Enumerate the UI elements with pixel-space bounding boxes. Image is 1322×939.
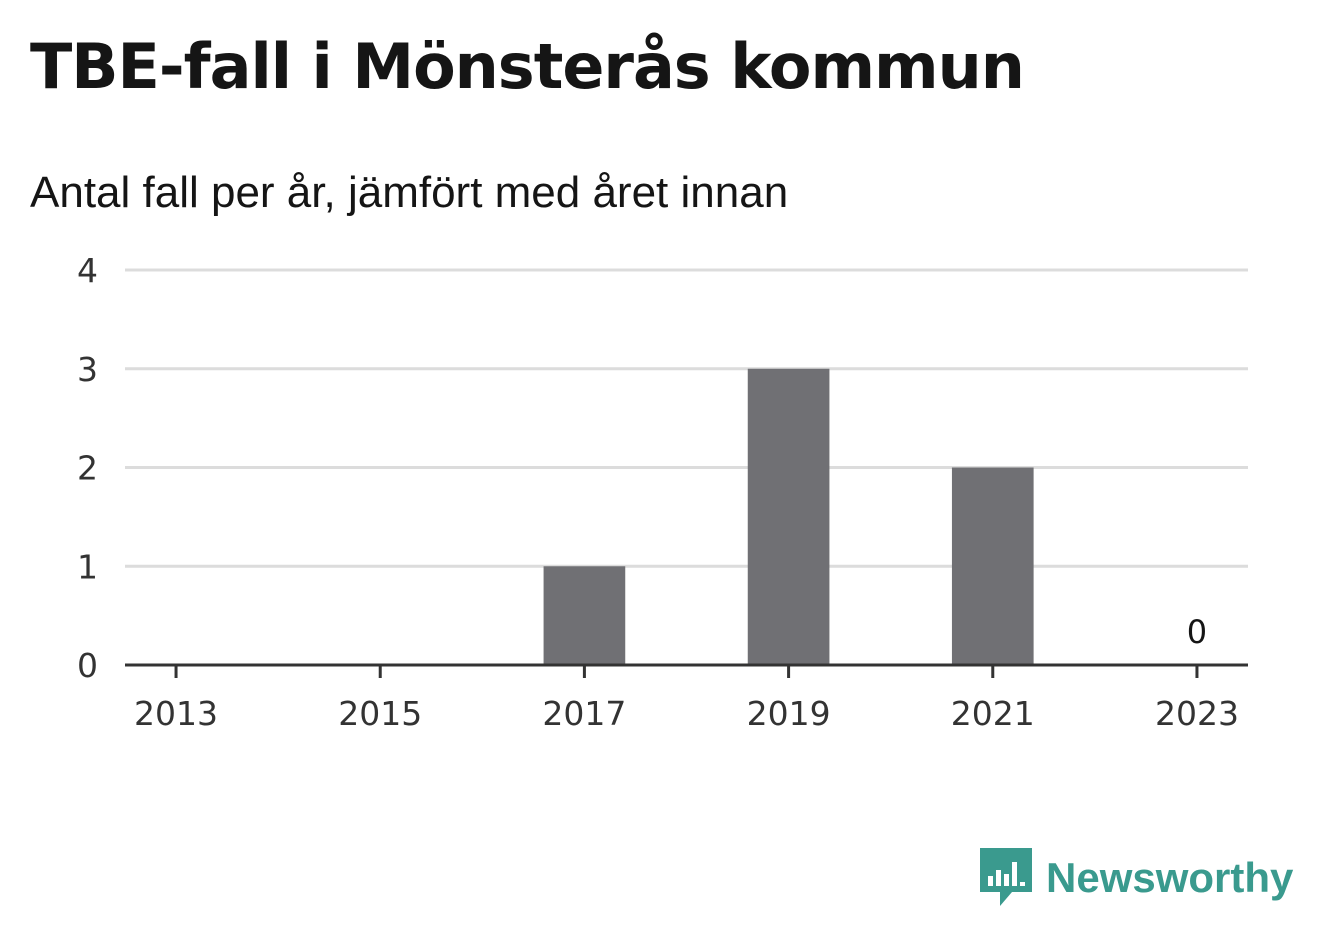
bars [543, 368, 1034, 665]
data-labels: 0 [1187, 613, 1207, 651]
data-label-2023: 0 [1187, 613, 1207, 651]
y-tick-label: 2 [77, 449, 98, 488]
y-tick-labels: 0 1 2 3 4 [77, 251, 98, 685]
brand-name: Newsworthy [1046, 854, 1294, 901]
x-tick-label: 2013 [134, 694, 218, 733]
newsworthy-logo-icon [980, 848, 1032, 906]
x-tick-label: 2023 [1155, 694, 1239, 733]
chart-title: TBE-fall i Mönsterås kommun [30, 30, 1025, 103]
newsworthy-logo: Newsworthy [980, 848, 1293, 908]
gridlines [125, 268, 1248, 568]
x-tick-label: 2015 [338, 694, 422, 733]
y-tick-label: 0 [77, 646, 98, 685]
y-tick-label: 4 [77, 251, 98, 290]
x-tick-label: 2021 [951, 694, 1035, 733]
x-tick-label: 2017 [542, 694, 626, 733]
bar-2017 [543, 566, 626, 665]
chart-subtitle: Antal fall per år, jämfört med året inna… [30, 168, 789, 217]
x-axis [125, 663, 1248, 678]
y-tick-label: 1 [77, 547, 98, 586]
x-tick-labels: 2013 2015 2017 2019 2021 2023 [134, 694, 1239, 733]
x-tick-label: 2019 [747, 694, 831, 733]
bar-2021 [951, 467, 1034, 665]
bar-2019 [747, 368, 830, 665]
y-tick-label: 3 [77, 350, 98, 389]
